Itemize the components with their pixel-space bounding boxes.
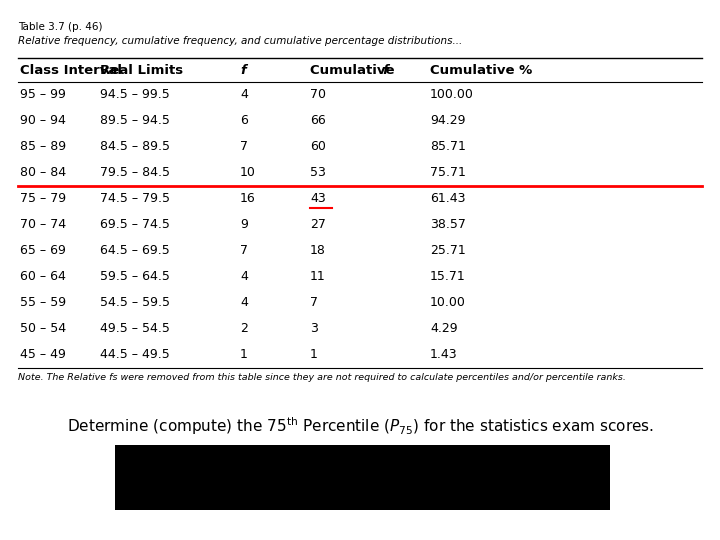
Text: Real Limits: Real Limits: [100, 64, 183, 77]
Text: Determine (compute) the 75$^{\mathregular{th}}$ Percentile ($\mathit{P}_{75}$) f: Determine (compute) the 75$^{\mathregula…: [66, 415, 654, 437]
Text: 44.5 – 49.5: 44.5 – 49.5: [100, 348, 170, 361]
Text: 4.29: 4.29: [430, 322, 458, 335]
Text: 59.5 – 64.5: 59.5 – 64.5: [100, 271, 170, 284]
Text: 53: 53: [310, 166, 326, 179]
Text: 25.71: 25.71: [430, 245, 466, 258]
Text: 95 – 99: 95 – 99: [20, 89, 66, 102]
Text: 50 – 54: 50 – 54: [20, 322, 66, 335]
Text: 66: 66: [310, 114, 325, 127]
Text: 10: 10: [240, 166, 256, 179]
Text: 1: 1: [240, 348, 248, 361]
Text: 69.5 – 74.5: 69.5 – 74.5: [100, 219, 170, 232]
Text: f: f: [382, 64, 388, 77]
Text: 84.5 – 89.5: 84.5 – 89.5: [100, 140, 170, 153]
Text: 18: 18: [310, 245, 326, 258]
Text: 65 – 69: 65 – 69: [20, 245, 66, 258]
Text: 9: 9: [240, 219, 248, 232]
Text: 94.29: 94.29: [430, 114, 466, 127]
Text: Note. The Relative fs were removed from this table since they are not required t: Note. The Relative fs were removed from …: [18, 373, 626, 382]
Text: Cumulative: Cumulative: [310, 64, 399, 77]
Text: 49.5 – 54.5: 49.5 – 54.5: [100, 322, 170, 335]
Text: 45 – 49: 45 – 49: [20, 348, 66, 361]
Text: Table 3.7 (p. 46): Table 3.7 (p. 46): [18, 22, 102, 32]
Text: 89.5 – 94.5: 89.5 – 94.5: [100, 114, 170, 127]
Text: 4: 4: [240, 271, 248, 284]
Text: 70: 70: [310, 89, 326, 102]
Text: 70 – 74: 70 – 74: [20, 219, 66, 232]
Text: 100.00: 100.00: [430, 89, 474, 102]
Text: 7: 7: [240, 140, 248, 153]
Text: 90 – 94: 90 – 94: [20, 114, 66, 127]
Text: 75.71: 75.71: [430, 166, 466, 179]
Text: 10.00: 10.00: [430, 296, 466, 309]
Text: 79.5 – 84.5: 79.5 – 84.5: [100, 166, 170, 179]
Text: 3: 3: [310, 322, 318, 335]
Text: 75 – 79: 75 – 79: [20, 192, 66, 206]
Text: 27: 27: [310, 219, 326, 232]
Text: 60 – 64: 60 – 64: [20, 271, 66, 284]
Text: Class Interval: Class Interval: [20, 64, 122, 77]
Text: 2: 2: [240, 322, 248, 335]
FancyBboxPatch shape: [115, 445, 610, 510]
Text: 43: 43: [310, 192, 325, 206]
Text: 4: 4: [240, 296, 248, 309]
Text: 85.71: 85.71: [430, 140, 466, 153]
Text: 85 – 89: 85 – 89: [20, 140, 66, 153]
Text: Cumulative %: Cumulative %: [430, 64, 532, 77]
Text: 1: 1: [310, 348, 318, 361]
Text: 60: 60: [310, 140, 326, 153]
Text: 16: 16: [240, 192, 256, 206]
Text: 54.5 – 59.5: 54.5 – 59.5: [100, 296, 170, 309]
Text: 61.43: 61.43: [430, 192, 466, 206]
Text: 1.43: 1.43: [430, 348, 458, 361]
Text: f: f: [240, 64, 246, 77]
Text: 94.5 – 99.5: 94.5 – 99.5: [100, 89, 170, 102]
Text: 15.71: 15.71: [430, 271, 466, 284]
Text: 7: 7: [240, 245, 248, 258]
Text: 74.5 – 79.5: 74.5 – 79.5: [100, 192, 170, 206]
Text: 64.5 – 69.5: 64.5 – 69.5: [100, 245, 170, 258]
Text: 80 – 84: 80 – 84: [20, 166, 66, 179]
Text: Relative frequency, cumulative frequency, and cumulative percentage distribution: Relative frequency, cumulative frequency…: [18, 36, 462, 46]
Text: 7: 7: [310, 296, 318, 309]
Text: 55 – 59: 55 – 59: [20, 296, 66, 309]
Text: 38.57: 38.57: [430, 219, 466, 232]
Text: 6: 6: [240, 114, 248, 127]
Text: 4: 4: [240, 89, 248, 102]
Text: 11: 11: [310, 271, 325, 284]
